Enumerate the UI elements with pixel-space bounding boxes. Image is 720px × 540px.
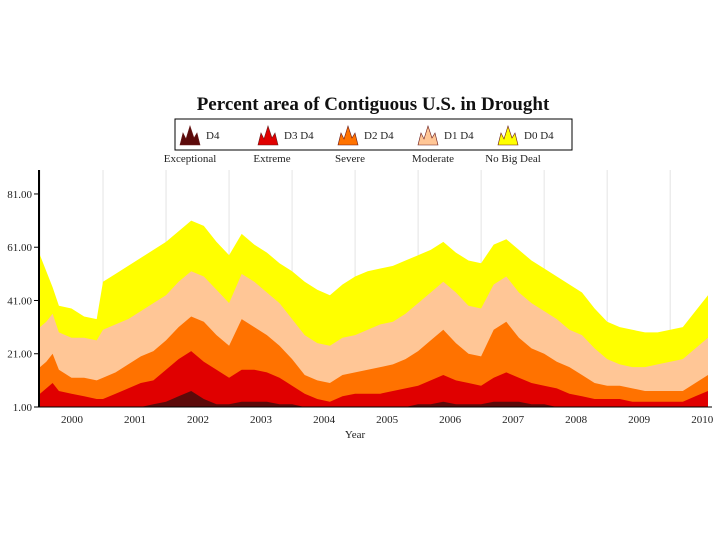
y-tick-label: 21.00: [7, 349, 32, 361]
legend-sublabel: Exceptional: [164, 153, 217, 165]
x-tick-label: 2003: [250, 414, 273, 426]
area-series-d4: [40, 391, 708, 407]
x-tick-label: 2009: [628, 414, 651, 426]
y-tick-label: 81.00: [7, 189, 32, 201]
chart-legend: D4 Exceptional D3 D4 Extreme D2 D4 Severe D1 D…: [164, 118, 573, 165]
legend-label: D0 D4: [524, 130, 554, 142]
x-axis-label: Year: [345, 429, 366, 441]
legend-label: D2 D4: [364, 130, 394, 142]
x-tick-label: 2005: [376, 414, 399, 426]
legend-sublabel: Extreme: [253, 153, 290, 165]
legend-label: D1 D4: [444, 130, 474, 142]
y-tick-label: 61.00: [7, 242, 32, 254]
y-tick-label: 41.00: [7, 295, 32, 307]
x-axis-ticks: 2000 2001 2002 2003 2004 2005 2006 2007 2008 2009…: [61, 414, 714, 426]
x-tick-label: 2004: [313, 414, 336, 426]
x-tick-label: 2007: [502, 414, 525, 426]
x-tick-label: 2008: [565, 414, 588, 426]
area-series-d3-d4: [40, 351, 708, 407]
legend-label: D3 D4: [284, 130, 314, 142]
legend-sublabel: Moderate: [412, 153, 454, 165]
legend-swatch-d0-d4: [497, 125, 519, 146]
x-tick-label: 2002: [187, 414, 209, 426]
legend-sublabel: Severe: [335, 153, 365, 165]
legend-swatch-d1-d4: [417, 125, 439, 146]
legend-sublabel: No Big Deal: [485, 153, 541, 165]
y-axis-ticks: 81.00 61.00 41.00 21.00 1.00: [7, 189, 39, 414]
legend-label: D4: [206, 130, 220, 142]
chart-title: Percent area of Contiguous U.S. in Droug…: [197, 94, 550, 115]
y-tick-label: 1.00: [13, 402, 33, 414]
x-tick-label: 2010: [691, 414, 714, 426]
legend-swatch-d4: [179, 125, 201, 146]
chart-areas: [40, 220, 708, 407]
legend-swatch-d2-d4: [337, 125, 359, 146]
x-tick-label: 2000: [61, 414, 84, 426]
legend-swatch-d3-d4: [257, 125, 279, 146]
x-tick-label: 2006: [439, 414, 462, 426]
x-tick-label: 2001: [124, 414, 146, 426]
